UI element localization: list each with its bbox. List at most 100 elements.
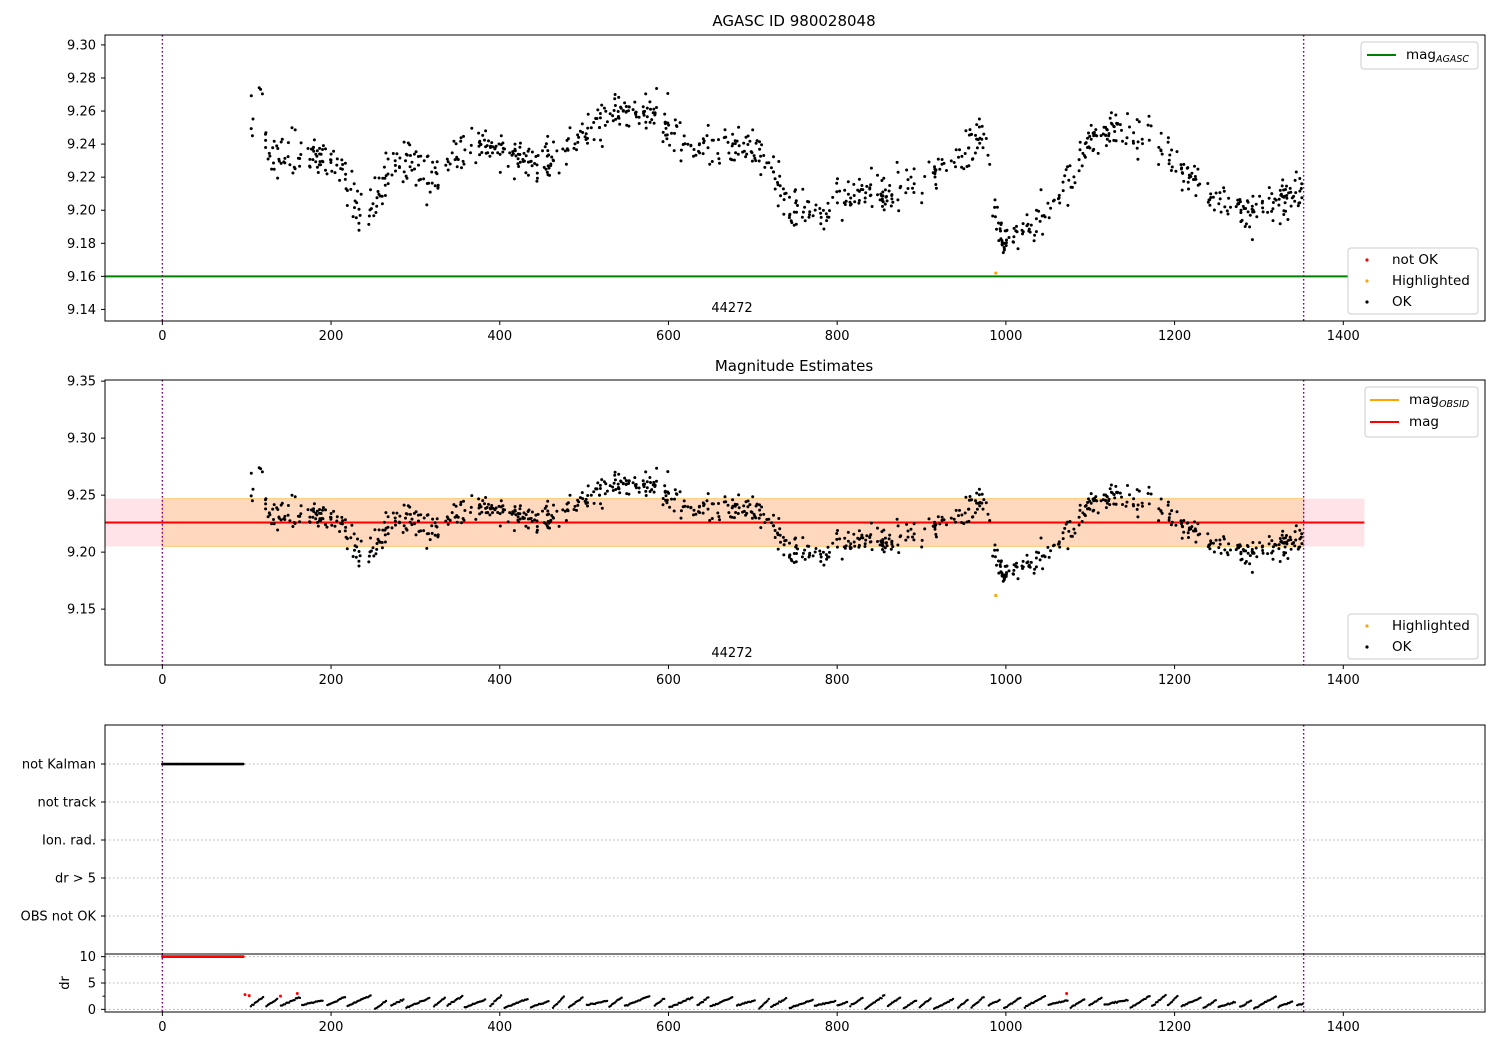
- agasc-ok-point: [271, 146, 275, 150]
- agasc-ok-point: [1088, 134, 1092, 138]
- agasc-ok-point: [454, 142, 458, 146]
- estimates-xtick-label: 200: [319, 673, 344, 688]
- estimates-ok-point: [940, 515, 944, 519]
- agasc-ok-point: [1293, 178, 1297, 182]
- estimates-ok-point: [1039, 536, 1043, 540]
- estimates-ok-point: [446, 522, 450, 526]
- agasc-ok-point: [619, 106, 623, 110]
- agasc-ok-point: [310, 147, 314, 151]
- estimates-ok-point: [1159, 497, 1163, 501]
- agasc-ok-point: [512, 177, 516, 181]
- estimates-ok-point: [518, 517, 522, 521]
- estimates-ok-point: [390, 526, 394, 530]
- estimates-ok-point: [760, 505, 764, 509]
- estimates-ok-point: [1083, 513, 1086, 516]
- agasc-ytick-label: 9.26: [67, 105, 96, 120]
- estimates-ok-point: [857, 545, 861, 549]
- agasc-ok-point: [1137, 120, 1141, 124]
- estimates-ok-point: [1077, 523, 1081, 527]
- estimates-ok-point: [541, 509, 544, 513]
- agasc-ok-point: [748, 139, 752, 143]
- dr-point: [547, 1000, 550, 1003]
- agasc-ok-point: [433, 184, 437, 188]
- estimates-ok-point: [1248, 562, 1252, 566]
- agasc-ok-point: [933, 169, 937, 173]
- agasc-ok-point: [1125, 136, 1129, 140]
- estimates-ok-point: [1125, 500, 1129, 504]
- estimates-ok-point: [286, 513, 290, 517]
- dr-point: [979, 998, 983, 1001]
- agasc-ok-point: [1027, 229, 1031, 233]
- estimates-ok-point: [970, 498, 974, 502]
- agasc-ok-point: [408, 154, 412, 157]
- estimates-ok-point: [748, 503, 752, 507]
- estimates-ok-point: [788, 541, 791, 545]
- estimates-ok-point: [518, 504, 522, 508]
- agasc-ok-point: [1297, 201, 1301, 205]
- estimates-ok-point: [272, 518, 275, 521]
- estimates-ok-point: [318, 511, 322, 515]
- agasc-ok-point: [1056, 197, 1060, 201]
- estimates-ok-point: [860, 533, 864, 537]
- estimates-legend-mag-label: mag: [1409, 414, 1439, 430]
- estimates-ok-point: [1104, 499, 1108, 503]
- agasc-ok-point: [801, 210, 805, 214]
- estimates-ok-point: [1026, 560, 1030, 564]
- agasc-ok-point: [1091, 149, 1095, 153]
- estimates-ok-point: [773, 536, 777, 539]
- agasc-ok-point: [516, 162, 520, 166]
- agasc-xtick-label: 600: [656, 329, 681, 344]
- agasc-ok-point: [1271, 207, 1275, 211]
- dr-clipped-point: [241, 955, 245, 959]
- estimates-ok-point: [844, 544, 848, 548]
- estimates-ok-point: [478, 512, 482, 516]
- estimates-ok-point: [705, 499, 709, 503]
- estimates-ok-point: [266, 515, 270, 519]
- estimates-ok-point: [351, 555, 355, 558]
- agasc-ok-point: [991, 214, 995, 218]
- estimates-ok-point: [716, 511, 720, 515]
- dr-point: [578, 998, 581, 1002]
- estimates-ok-point: [526, 526, 530, 530]
- estimates-ok-point: [1285, 534, 1288, 537]
- agasc-ok-point: [1270, 192, 1274, 196]
- estimates-ok-point: [818, 549, 822, 553]
- dr-point: [914, 999, 918, 1002]
- agasc-ok-point: [1113, 130, 1117, 133]
- estimates-ok-point: [1293, 530, 1297, 534]
- agasc-ok-point: [288, 163, 292, 167]
- agasc-ok-point: [316, 171, 320, 174]
- agasc-ok-point: [641, 105, 645, 109]
- agasc-ok-point: [613, 93, 617, 96]
- estimates-ok-point: [649, 481, 652, 484]
- estimates-ok-point: [1114, 502, 1118, 506]
- estimates-ok-point: [954, 520, 957, 524]
- agasc-ok-point: [586, 136, 589, 140]
- estimates-ok-point: [963, 511, 967, 515]
- agasc-ok-point: [497, 142, 501, 146]
- estimates-ok-point: [934, 535, 938, 539]
- agasc-ok-point: [377, 176, 381, 180]
- estimates-ok-point: [1290, 542, 1294, 546]
- estimates-ok-point: [1212, 550, 1216, 554]
- agasc-ok-point: [1147, 138, 1151, 142]
- estimates-ok-point: [260, 470, 264, 474]
- agasc-ok-point: [1089, 123, 1093, 127]
- agasc-ok-point: [416, 155, 420, 158]
- agasc-ok-point: [1078, 148, 1082, 152]
- estimates-point-legend-box: [1347, 613, 1479, 660]
- estimates-ok-point: [978, 504, 982, 508]
- estimates-ok-point: [329, 516, 333, 519]
- agasc-ok-point: [627, 124, 631, 128]
- agasc-ok-point: [689, 144, 693, 148]
- agasc-ok-point: [371, 202, 375, 206]
- dr-ytick-label: 10: [79, 950, 96, 965]
- agasc-ok-point: [1281, 178, 1285, 182]
- agasc-ok-point: [397, 165, 401, 169]
- agasc-ok-point: [870, 205, 874, 208]
- agasc-ok-point: [717, 157, 721, 161]
- agasc-ok-point: [498, 170, 502, 174]
- dr-point: [526, 998, 529, 1001]
- estimates-ok-point: [1104, 506, 1108, 510]
- agasc-ok-point: [681, 143, 685, 146]
